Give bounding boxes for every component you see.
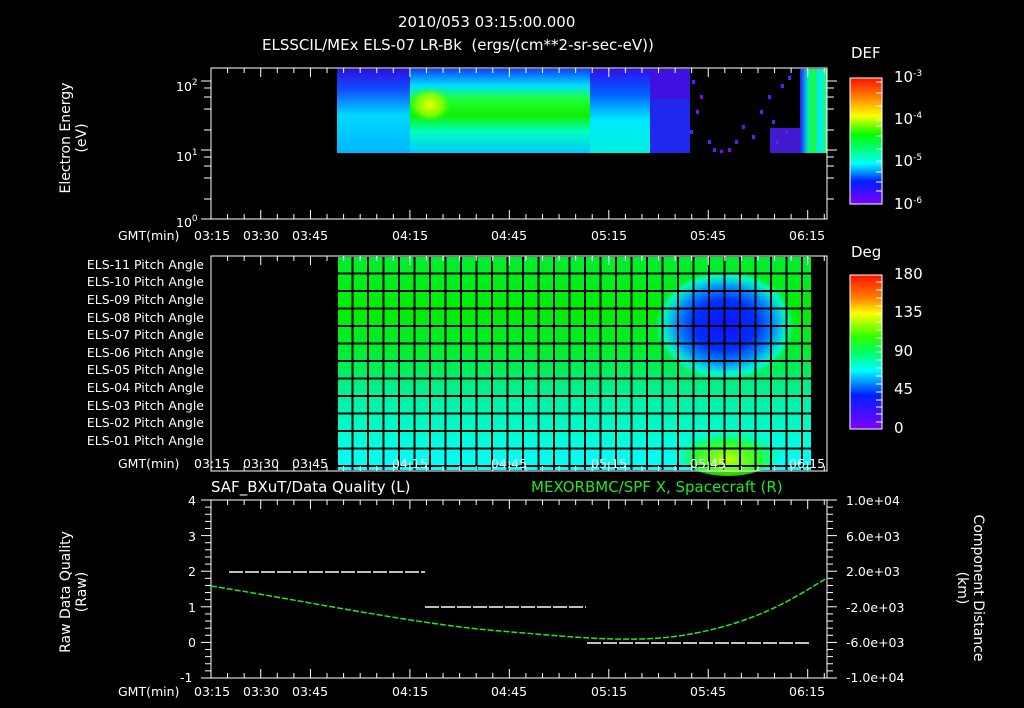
deg-tick-90: 90 xyxy=(894,342,914,360)
deg-tick-45: 45 xyxy=(894,380,914,398)
time-tick: 05:15 xyxy=(591,684,628,699)
def-colorbar-title: DEF xyxy=(851,44,881,62)
time-tick: 03:30 xyxy=(243,456,280,471)
time-tick: 04:15 xyxy=(392,456,429,471)
left-series-title: SAF_BXuT/Data Quality (L) xyxy=(211,478,411,496)
data-quality-axis-label: Raw Data Quality (Raw) xyxy=(58,531,90,653)
row-label-els-03: ELS-03 Pitch Angle xyxy=(86,398,204,413)
row-label-els-06: ELS-06 Pitch Angle xyxy=(86,345,204,360)
time-tick: 04:45 xyxy=(491,228,528,243)
y-left-tick: 0 xyxy=(188,635,196,650)
time-tick: 04:45 xyxy=(491,684,528,699)
time-tick: 06:15 xyxy=(789,228,826,243)
time-tick: 06:15 xyxy=(789,684,826,699)
y-left-tick: 1 xyxy=(188,600,196,615)
time-tick: 03:45 xyxy=(292,684,329,699)
plot-datetime: 2010/053 03:15:00.000 xyxy=(398,13,576,31)
time-axis-label: GMT(min) xyxy=(118,456,180,471)
row-label-els-07: ELS-07 Pitch Angle xyxy=(86,327,204,342)
row-label-els-02: ELS-02 Pitch Angle xyxy=(86,415,204,430)
time-tick: 04:15 xyxy=(392,228,429,243)
energy-tick-100: 102 xyxy=(176,78,198,94)
time-tick: 05:45 xyxy=(690,684,727,699)
y-right-tick: -6.0e+03 xyxy=(846,635,905,650)
y-right-tick: -2.0e+03 xyxy=(846,600,905,615)
y-right-tick: -1.0e+04 xyxy=(846,670,905,685)
y-right-tick: 1.0e+04 xyxy=(846,493,900,508)
time-tick: 03:15 xyxy=(194,456,231,471)
row-label-els-01: ELS-01 Pitch Angle xyxy=(86,433,204,448)
time-axis-label: GMT(min) xyxy=(118,684,180,699)
deg-tick-180: 180 xyxy=(894,265,923,283)
plot-subtitle: ELSSCIL/MEx ELS-07 LR-Bk (ergs/(cm**2-sr… xyxy=(262,36,654,54)
energy-tick-1: 100 xyxy=(176,214,198,230)
time-tick: 03:45 xyxy=(292,456,329,471)
time-axis-label: GMT(min) xyxy=(118,228,180,243)
time-tick: 05:45 xyxy=(690,456,727,471)
def-tick-1e-4: 10-4 xyxy=(894,110,923,128)
y-left-tick: 3 xyxy=(188,529,196,544)
row-label-els-05: ELS-05 Pitch Angle xyxy=(86,362,204,377)
row-label-els-10: ELS-10 Pitch Angle xyxy=(86,274,204,289)
def-tick-1e-5: 10-5 xyxy=(894,152,923,170)
time-tick: 04:15 xyxy=(392,684,429,699)
component-distance-axis-label: Component Distance (km) xyxy=(954,514,986,662)
time-tick: 03:15 xyxy=(194,684,231,699)
row-label-els-04: ELS-04 Pitch Angle xyxy=(86,380,204,395)
def-tick-1e-3: 10-3 xyxy=(894,68,923,86)
row-label-els-11: ELS-11 Pitch Angle xyxy=(86,257,204,272)
time-tick: 05:45 xyxy=(690,228,727,243)
time-tick: 03:15 xyxy=(194,228,231,243)
deg-tick-0: 0 xyxy=(894,419,904,437)
time-tick: 04:45 xyxy=(491,456,528,471)
time-tick: 05:15 xyxy=(591,228,628,243)
spacecraft-x-series xyxy=(210,577,828,640)
row-label-els-09: ELS-09 Pitch Angle xyxy=(86,292,204,307)
def-tick-1e-6: 10-6 xyxy=(894,195,923,213)
energy-tick-10: 101 xyxy=(176,148,198,164)
y-left-tick: -1 xyxy=(180,670,193,685)
time-tick: 06:15 xyxy=(789,456,826,471)
y-right-tick: 6.0e+03 xyxy=(846,529,900,544)
deg-tick-135: 135 xyxy=(894,303,923,321)
deg-colorbar-title: Deg xyxy=(851,243,882,261)
data-quality-series xyxy=(229,571,811,644)
energy-axis-label: Electron Energy (eV) xyxy=(58,82,90,194)
time-tick: 03:30 xyxy=(243,684,280,699)
y-left-tick: 2 xyxy=(188,564,196,579)
right-series-title: MEXORBMC/SPF X, Spacecraft (R) xyxy=(531,478,783,496)
time-tick: 03:45 xyxy=(292,228,329,243)
row-label-els-08: ELS-08 Pitch Angle xyxy=(86,310,204,325)
y-right-tick: 2.0e+03 xyxy=(846,564,900,579)
y-left-tick: 4 xyxy=(188,493,196,508)
time-tick: 05:15 xyxy=(591,456,628,471)
time-tick: 03:30 xyxy=(243,228,280,243)
